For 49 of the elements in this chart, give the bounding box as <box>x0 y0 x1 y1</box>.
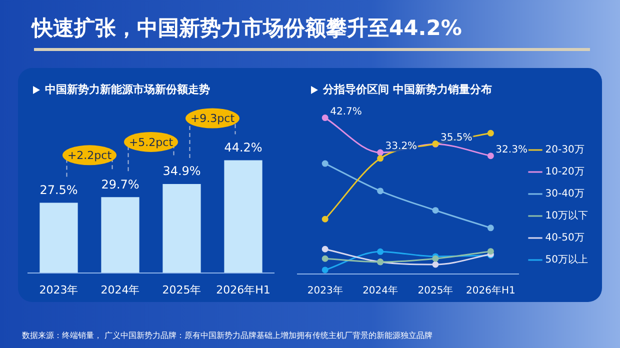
point <box>377 149 384 156</box>
point <box>322 216 328 222</box>
data-label: 44.2% <box>224 140 262 154</box>
data-label: 34.9% <box>162 164 201 178</box>
point <box>432 261 439 268</box>
x-tick-label: 2025年 <box>162 283 202 296</box>
x-tick-label: 2024年 <box>100 283 140 296</box>
point <box>322 114 328 122</box>
bar <box>224 160 262 273</box>
chart-title: 快速扩张，中国新势力市场份额攀升至44.2% <box>32 15 462 42</box>
chart-title: 分指导价区间 中国新势力销量分布 <box>323 82 492 97</box>
legend-label: 40-50万 <box>545 232 584 244</box>
point <box>487 130 494 136</box>
bar <box>40 202 78 273</box>
bar <box>101 197 140 273</box>
bar <box>162 184 201 273</box>
point <box>322 246 328 252</box>
x-tick-label: 2026年H1 <box>466 284 516 297</box>
point <box>377 188 384 194</box>
data-label: 27.5% <box>40 182 78 197</box>
x-tick-label: 2025年 <box>418 284 454 297</box>
point <box>377 155 384 162</box>
legend-label: 10-20万 <box>545 166 584 178</box>
point <box>487 152 494 160</box>
point <box>487 224 494 232</box>
data-label: 35.5% <box>440 132 472 144</box>
point <box>322 255 328 262</box>
legend-label: 50万以上 <box>545 254 588 266</box>
data-label: 42.7% <box>330 106 362 118</box>
annotation: +2.2pct <box>67 149 112 162</box>
data-label: 29.7% <box>101 177 140 192</box>
source-note: 数据来源：终端销量， 广义中国新势力品牌：原有中国新势力品牌基础上增加拥有传统主机厂背景的新能源独立品牌 <box>22 331 433 340</box>
x-tick-label: 2023年 <box>307 284 343 297</box>
legend-label: 10万以下 <box>545 210 588 222</box>
chart-subtitle: 中国新势力新能源市场新份额走势 <box>45 82 210 97</box>
legend-label: 20-30万 <box>545 144 584 156</box>
data-label: 32.3% <box>496 144 528 156</box>
x-tick-label: 2024年 <box>362 284 398 297</box>
legend-label: 30-40万 <box>545 188 584 200</box>
point <box>322 266 328 274</box>
point <box>432 207 439 214</box>
data-label: 33.2% <box>385 141 418 152</box>
text: +9.3pct <box>190 112 236 126</box>
point <box>377 248 384 255</box>
x-tick-label: 2026年H1 <box>216 283 270 296</box>
point <box>322 160 328 167</box>
x-tick-label: 2023年 <box>39 283 78 296</box>
point <box>487 248 494 255</box>
text: +5.2pct <box>128 136 174 149</box>
